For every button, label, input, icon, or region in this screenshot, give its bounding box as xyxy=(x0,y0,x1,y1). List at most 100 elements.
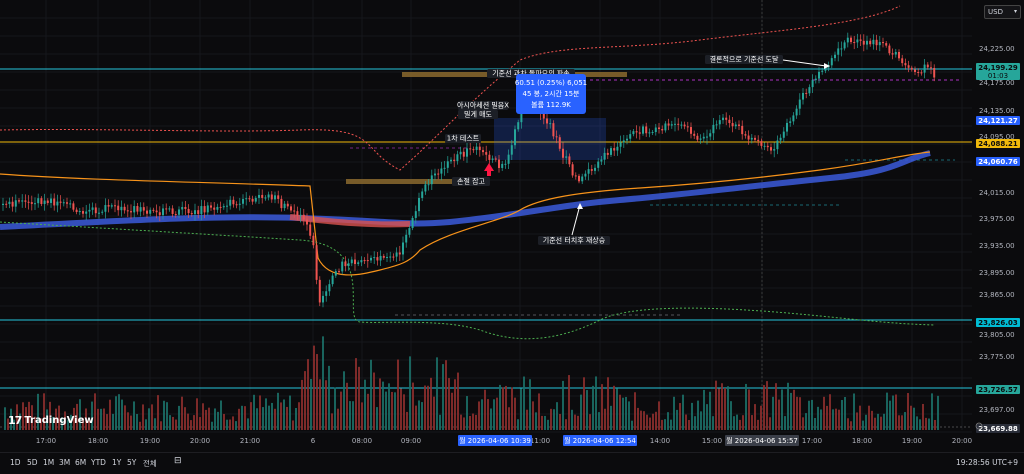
candle-body xyxy=(66,202,68,204)
volume-bar xyxy=(175,419,177,430)
candle-body xyxy=(11,201,14,207)
volume-bar xyxy=(622,397,624,430)
candle-body xyxy=(309,224,312,236)
volume-bar xyxy=(253,394,255,430)
tf-3m[interactable]: 3M xyxy=(59,458,71,467)
candle-body xyxy=(744,134,747,136)
candle-body xyxy=(158,212,161,216)
candle-body xyxy=(59,201,62,203)
volume-bar xyxy=(580,394,582,430)
candle-body xyxy=(437,173,440,175)
clock[interactable]: 19:28:56 UTC+9 xyxy=(956,458,1018,467)
volume-bar xyxy=(130,415,132,430)
volume-bar xyxy=(883,413,885,430)
candle-body xyxy=(318,279,321,303)
time-tick: 20:00 xyxy=(190,437,210,445)
candle-body xyxy=(629,134,632,139)
volume-bar xyxy=(34,416,36,430)
volume-bar xyxy=(118,394,120,430)
candle-body xyxy=(546,118,548,124)
candle-body xyxy=(914,69,916,72)
orange-line xyxy=(0,151,931,276)
time-axis[interactable]: 17:00 18:00 19:00 20:00 21:00 6 08:00 09:00 11:0… xyxy=(36,435,972,446)
candle-body xyxy=(245,198,248,200)
candle-body xyxy=(770,147,772,151)
candle-body xyxy=(290,206,292,211)
volume-bar xyxy=(55,408,57,430)
tf-5d[interactable]: 5D xyxy=(27,458,38,467)
volume-bar xyxy=(142,404,144,430)
volume-bar xyxy=(307,359,309,430)
time-tick: 14:00 xyxy=(650,437,670,445)
candle-body xyxy=(261,194,264,198)
volume-bar xyxy=(742,415,744,430)
volume-bar xyxy=(787,382,789,430)
candle-body xyxy=(850,37,852,43)
volume-bar xyxy=(547,419,549,430)
candle-body xyxy=(789,121,792,123)
time-tick: 17:00 xyxy=(36,437,56,445)
volume-bar xyxy=(553,409,555,430)
candle-body xyxy=(690,127,692,134)
tf-1y[interactable]: 1Y xyxy=(112,458,122,467)
candle-body xyxy=(133,206,136,213)
candle-body xyxy=(872,39,875,45)
volume-bar xyxy=(454,379,456,430)
volume-bar xyxy=(280,402,282,430)
bottom-toolbar: 1D 5D 1M 3M 6M YTD 1Y 5Y 전체 ⊟ 19:28:56 U… xyxy=(0,452,1024,474)
candle-body xyxy=(408,228,411,235)
volume-bar xyxy=(499,384,501,430)
candle-body xyxy=(18,200,20,202)
candle-body xyxy=(27,201,30,203)
tf-all[interactable]: 전체 xyxy=(143,459,157,468)
volume-bar xyxy=(205,409,207,430)
candle-body xyxy=(376,257,379,261)
candle-body xyxy=(683,124,686,127)
volume-bar xyxy=(694,416,696,430)
candle-body xyxy=(411,217,414,229)
volume-bar xyxy=(703,389,705,430)
volume-bar xyxy=(247,418,249,430)
candle-body xyxy=(382,255,385,258)
price-tick: 23,805.00 xyxy=(979,331,1015,339)
tf-6m[interactable]: 6M xyxy=(75,458,87,467)
volume-bar xyxy=(358,366,360,430)
tradingview-logo[interactable]: 17 TradingView xyxy=(8,413,94,427)
calendar-icon[interactable]: ⊟ xyxy=(174,456,182,466)
volume-bar xyxy=(739,419,741,430)
candle-body xyxy=(542,113,545,119)
candle-body xyxy=(85,211,88,214)
tf-1d[interactable]: 1D xyxy=(10,458,21,467)
price-axis[interactable]: 24,225.0024,175.0024,135.0024,095.0024,0… xyxy=(974,0,1024,452)
price-label-bg xyxy=(976,63,1020,80)
volume-bar xyxy=(463,417,465,430)
volume-bar xyxy=(841,399,843,430)
candle-body xyxy=(754,137,756,140)
tradingview-mark-icon: 17 xyxy=(8,413,22,427)
volume-bar xyxy=(184,407,186,430)
candle-body xyxy=(821,70,824,72)
volume-bar xyxy=(793,389,795,430)
volume-bar xyxy=(754,404,756,430)
volume-bar xyxy=(910,405,912,430)
candle-body xyxy=(350,259,353,264)
candle-body xyxy=(238,203,241,205)
tf-ytd[interactable]: YTD xyxy=(91,458,106,467)
candle-body xyxy=(181,206,184,210)
candle-body xyxy=(779,137,782,141)
volume-bar xyxy=(826,405,828,430)
candle-body xyxy=(696,135,699,140)
candle-body xyxy=(853,42,856,44)
volume-bar xyxy=(880,416,882,430)
volume-bar xyxy=(679,403,681,430)
candle-body xyxy=(731,123,734,127)
volume-bar xyxy=(292,420,294,430)
volume-bar xyxy=(766,381,768,430)
tf-1m[interactable]: 1M xyxy=(43,458,55,467)
candle-body xyxy=(581,176,584,182)
candle-body xyxy=(658,127,660,130)
tf-5y[interactable]: 5Y xyxy=(127,458,137,467)
volume-bar xyxy=(664,419,666,430)
currency-select[interactable]: USD ▾ xyxy=(984,5,1021,19)
